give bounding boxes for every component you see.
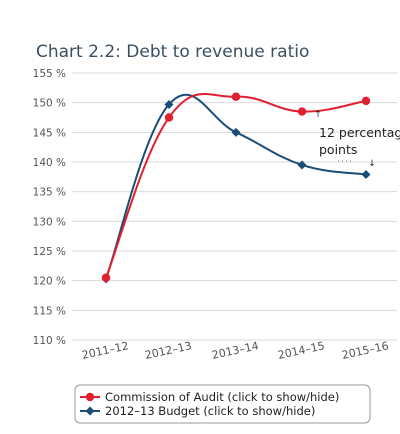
legend-label[interactable]: Commission of Audit (click to show/hide) — [105, 390, 339, 404]
data-point — [361, 96, 371, 106]
legend-box — [74, 384, 371, 424]
y-tick-label: 115 % — [33, 305, 66, 317]
legend: Commission of Audit (click to show/hide)… — [74, 384, 371, 424]
x-tick-label: 2013–14 — [211, 339, 260, 362]
chart-title: Chart 2.2: Debt to revenue ratio — [36, 42, 309, 62]
x-axis-ticks: 2011–12 2012–13 2013–14 2014–15 2015–16 — [81, 339, 390, 362]
y-tick-label: 125 % — [33, 246, 66, 258]
data-point — [231, 92, 241, 101]
x-tick-label: 2014–15 — [277, 339, 326, 362]
legend-item-0[interactable]: Commission of Audit (click to show/hide) — [80, 390, 339, 404]
series-0 — [101, 92, 371, 282]
annotation: ↑ 12 percentage points ↓ — [314, 110, 400, 169]
gridlines — [72, 72, 397, 341]
data-point — [231, 127, 241, 137]
x-tick-label: 2015–16 — [341, 339, 390, 362]
series-1 — [101, 93, 371, 284]
x-tick-label: 2011–12 — [81, 339, 130, 362]
annotation-arrow-up: ↑ — [314, 110, 322, 120]
y-tick-label: 130 % — [33, 216, 66, 228]
y-tick-label: 155 % — [33, 68, 66, 80]
legend-marker — [85, 392, 95, 402]
annotation-line-1: 12 percentage — [319, 125, 400, 140]
data-point — [297, 160, 307, 170]
data-point — [164, 99, 174, 109]
legend-marker — [85, 406, 95, 416]
data-point — [361, 169, 371, 179]
y-tick-label: 120 % — [33, 276, 66, 288]
annotation-arrow-down: ↓ — [368, 159, 376, 169]
series-lines — [101, 92, 371, 284]
data-point — [297, 107, 307, 116]
series-line — [105, 92, 367, 279]
x-tick-label: 2012–13 — [144, 339, 193, 362]
y-axis-ticks: 110 % 115 % 120 % 125 % 130 % 135 % 140 % 145 %… — [33, 68, 66, 347]
data-point — [164, 113, 174, 122]
y-tick-label: 145 % — [33, 127, 66, 139]
y-tick-label: 150 % — [33, 98, 66, 110]
legend-item-1[interactable]: 2012–13 Budget (click to show/hide) — [80, 404, 315, 418]
data-point — [101, 273, 111, 282]
y-tick-label: 110 % — [33, 335, 66, 347]
series-line — [105, 93, 367, 280]
y-tick-label: 135 % — [33, 187, 66, 199]
legend-label[interactable]: 2012–13 Budget (click to show/hide) — [105, 404, 315, 418]
y-tick-label: 140 % — [33, 157, 66, 169]
annotation-line-2: points — [319, 142, 357, 157]
